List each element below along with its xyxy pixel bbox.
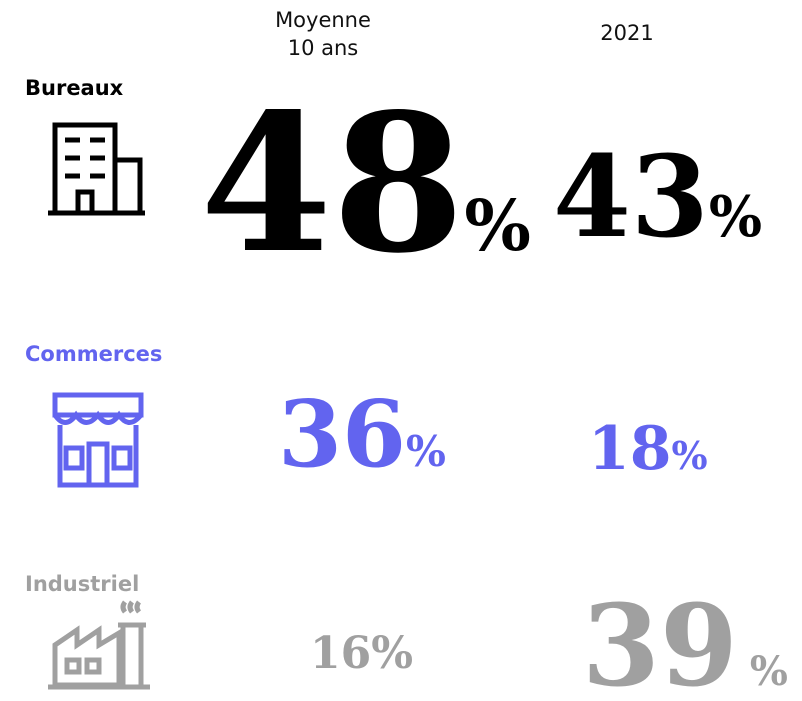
shop-icon (52, 392, 144, 488)
header: 10 ans (288, 36, 359, 60)
factory-icon (48, 600, 150, 690)
unit: % (464, 184, 531, 267)
row-label: Industriel (25, 572, 139, 596)
row-label: Bureaux (25, 76, 124, 100)
percent-value: 48% (200, 72, 531, 295)
percent-value: 18% (588, 414, 708, 484)
number: 16 (310, 628, 371, 679)
number: 39 (582, 581, 738, 701)
percent-value: 39% (582, 581, 788, 701)
number: 36 (278, 380, 406, 488)
number: 43 (553, 132, 709, 263)
number: 48 (200, 72, 464, 295)
header: 2021 (600, 21, 653, 45)
unit: % (750, 648, 788, 695)
percent-value: 16% (310, 628, 413, 679)
row-label: Commerces (25, 342, 162, 366)
office-icon (48, 122, 145, 216)
percent-value: 43% (553, 132, 762, 263)
unit: % (709, 184, 762, 250)
header: Moyenne (275, 8, 371, 32)
unit: % (406, 427, 446, 476)
percent-value: 36% (278, 380, 446, 488)
unit: % (371, 628, 413, 679)
unit: % (672, 433, 708, 478)
number: 18 (588, 414, 672, 484)
